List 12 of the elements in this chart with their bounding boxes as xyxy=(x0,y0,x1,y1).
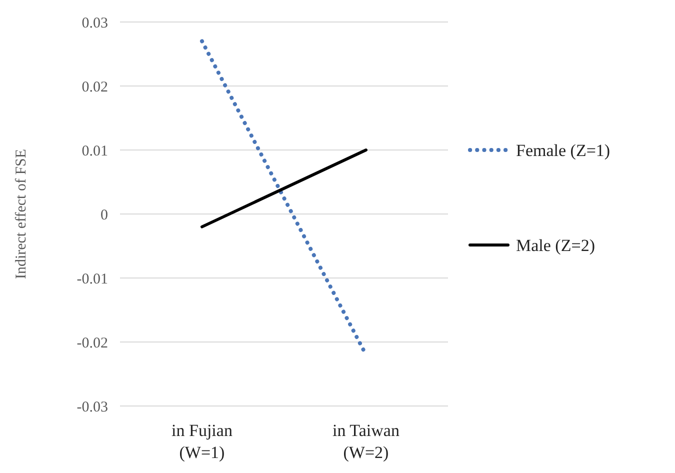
x-tick-label: in Taiwan (W=2) xyxy=(332,421,400,462)
y-axis-title: Indirect effect of FSE xyxy=(13,148,30,280)
y-tick-label: 0.01 xyxy=(82,143,108,160)
y-tick-label: -0.01 xyxy=(76,271,108,288)
y-tick-label: 0.03 xyxy=(82,15,108,32)
y-tick-label: -0.03 xyxy=(76,399,108,416)
legend-label: Male (Z=2) xyxy=(516,236,595,255)
y-tick-label: 0 xyxy=(100,207,108,224)
x-tick-label: in Fujian (W=1) xyxy=(172,421,233,462)
y-tick-label: -0.02 xyxy=(76,335,108,352)
legend-label: Female (Z=1) xyxy=(516,140,610,160)
y-tick-label: 0.02 xyxy=(82,79,108,96)
